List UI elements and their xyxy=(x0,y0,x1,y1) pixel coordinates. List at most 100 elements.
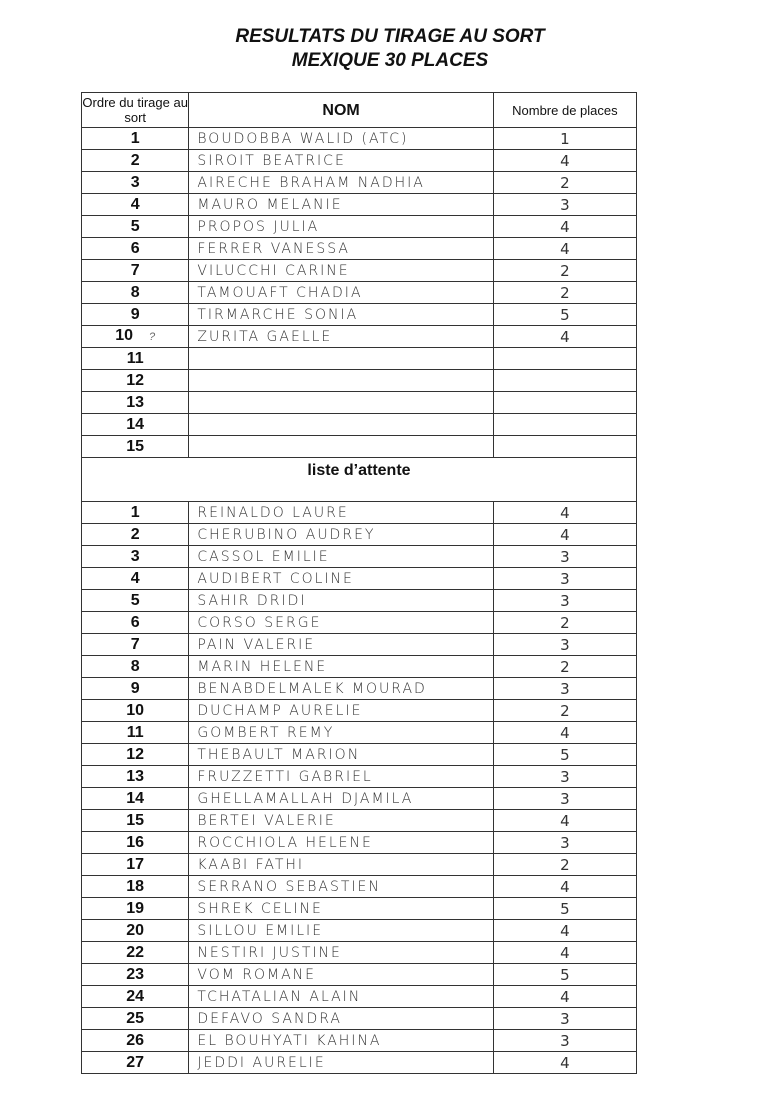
order-number: 3 xyxy=(80,171,190,194)
order-value: 4 xyxy=(130,569,140,587)
main_list-row: 13 xyxy=(80,391,638,414)
waiting_list-row: 4 AUDIBERT COLINE 3 xyxy=(80,567,638,590)
waiting_list-row: 22 NESTIRI JUSTINE 4 xyxy=(80,941,638,964)
order-number: 2 xyxy=(80,523,190,546)
handwritten-name: PAIN VALERIE xyxy=(188,633,494,656)
waiting_list-row: 3 CASSOL EMILIE 3 xyxy=(80,545,638,568)
handwritten-name: FERRER VANESSA xyxy=(188,237,494,260)
waiting_list-row: 11 GOMBERT REMY 4 xyxy=(80,721,638,744)
order-value: 9 xyxy=(130,305,140,323)
order-number: 14 xyxy=(80,787,190,810)
places-count: 2 xyxy=(492,281,638,304)
places-count: 4 xyxy=(492,501,638,524)
order-value: 9 xyxy=(130,679,140,697)
handwritten-name xyxy=(188,391,494,414)
places-count: 4 xyxy=(492,809,638,832)
order-value: 13 xyxy=(126,393,145,411)
order-number: 12 xyxy=(80,743,190,766)
handwritten-name: SERRANO SEBASTIEN xyxy=(188,875,494,898)
waiting_list-row: 25 DEFAVO SANDRA 3 xyxy=(80,1007,638,1030)
waiting-list-title: liste d’attente xyxy=(81,457,637,502)
waiting_list-row: 5 SAHIR DRIDI 3 xyxy=(80,589,638,612)
handwritten-name xyxy=(188,369,494,392)
handwritten-name: MAURO MELANIE xyxy=(188,193,494,216)
question-mark-note: ? xyxy=(149,331,156,343)
places-count: 3 xyxy=(492,589,638,612)
places-count: 3 xyxy=(492,633,638,656)
places-count xyxy=(492,391,638,414)
main_list-row: 10? ZURITA GAELLE 4 xyxy=(80,325,638,348)
order-value: 2 xyxy=(130,151,140,169)
order-value: 11 xyxy=(126,723,144,741)
waiting_list-row: 6 CORSO SERGE 2 xyxy=(80,611,638,634)
handwritten-name: CHERUBINO AUDREY xyxy=(188,523,494,546)
handwritten-name: FRUZZETTI GABRIEL xyxy=(188,765,494,788)
places-count xyxy=(492,369,638,392)
order-value: 8 xyxy=(130,657,140,675)
order-number: 1 xyxy=(80,501,190,524)
handwritten-name: SILLOU EMILIE xyxy=(188,919,494,942)
main_list-row: 1 BOUDOBBA WALID (ATC) 1 xyxy=(80,127,638,150)
places-count: 3 xyxy=(492,545,638,568)
places-count: 3 xyxy=(492,567,638,590)
handwritten-name: CASSOL EMILIE xyxy=(188,545,494,568)
main_list-row: 2 SIROIT BEATRICE 4 xyxy=(80,149,638,172)
main_list-row: 3 AIRECHE BRAHAM NADHIA 2 xyxy=(80,171,638,194)
handwritten-name: GOMBERT REMY xyxy=(188,721,494,744)
places-count: 4 xyxy=(492,237,638,260)
places-count: 3 xyxy=(492,831,638,854)
handwritten-name: TAMOUAFT CHADIA xyxy=(188,281,494,304)
main_list-row: 15 xyxy=(80,435,638,458)
order-value: 10 xyxy=(115,327,134,344)
order-number: 19 xyxy=(80,897,190,920)
order-value: 20 xyxy=(126,921,145,939)
order-number: 24 xyxy=(80,985,190,1008)
order-value: 3 xyxy=(130,547,140,565)
handwritten-name: BERTEI VALERIE xyxy=(188,809,494,832)
order-value: 1 xyxy=(130,503,140,521)
main_list-row: 4 MAURO MELANIE 3 xyxy=(80,193,638,216)
header-places: Nombre de places xyxy=(492,92,638,128)
order-number: 10 xyxy=(80,699,190,722)
handwritten-name: SAHIR DRIDI xyxy=(188,589,494,612)
places-count: 3 xyxy=(492,677,638,700)
waiting_list-row: 24 TCHATALIAN ALAIN 4 xyxy=(80,985,638,1008)
waiting_list-row: 9 BENABDELMALEK MOURAD 3 xyxy=(80,677,638,700)
order-value: 2 xyxy=(130,525,140,543)
order-value: 1 xyxy=(130,129,140,147)
order-value: 17 xyxy=(126,855,145,873)
handwritten-name: DUCHAMP AURELIE xyxy=(188,699,494,722)
order-number: 13 xyxy=(80,391,190,414)
header-row: Ordre du tirage au sort NOM Nombre de pl… xyxy=(80,92,638,128)
places-count: 4 xyxy=(492,149,638,172)
places-count xyxy=(492,435,638,458)
handwritten-name: JEDDI AURELIE xyxy=(188,1051,494,1074)
order-number: 14 xyxy=(80,413,190,436)
handwritten-name: CORSO SERGE xyxy=(188,611,494,634)
places-count: 4 xyxy=(492,215,638,238)
order-value: 14 xyxy=(126,415,145,433)
order-value: 7 xyxy=(130,635,140,653)
places-count: 4 xyxy=(492,919,638,942)
order-value: 25 xyxy=(126,1009,145,1027)
places-count: 5 xyxy=(492,963,638,986)
handwritten-name: ROCCHIOLA HELENE xyxy=(188,831,494,854)
handwritten-name: BOUDOBBA WALID (ATC) xyxy=(188,127,494,150)
places-count: 2 xyxy=(492,655,638,678)
waiting_list-row: 1 REINALDO LAURE 4 xyxy=(80,501,638,524)
order-number: 11 xyxy=(80,347,190,370)
order-value: 8 xyxy=(130,283,140,301)
places-count: 4 xyxy=(492,523,638,546)
order-number: 13 xyxy=(80,765,190,788)
waiting_list-row: 13 FRUZZETTI GABRIEL 3 xyxy=(80,765,638,788)
order-value: 19 xyxy=(126,899,145,917)
handwritten-name: DEFAVO SANDRA xyxy=(188,1007,494,1030)
handwritten-name: NESTIRI JUSTINE xyxy=(188,941,494,964)
order-value: 24 xyxy=(126,987,145,1005)
main_list-row: 12 xyxy=(80,369,638,392)
order-number: 23 xyxy=(80,963,190,986)
handwritten-name xyxy=(188,435,494,458)
places-count: 5 xyxy=(492,743,638,766)
handwritten-name xyxy=(188,347,494,370)
order-value: 7 xyxy=(130,261,140,279)
